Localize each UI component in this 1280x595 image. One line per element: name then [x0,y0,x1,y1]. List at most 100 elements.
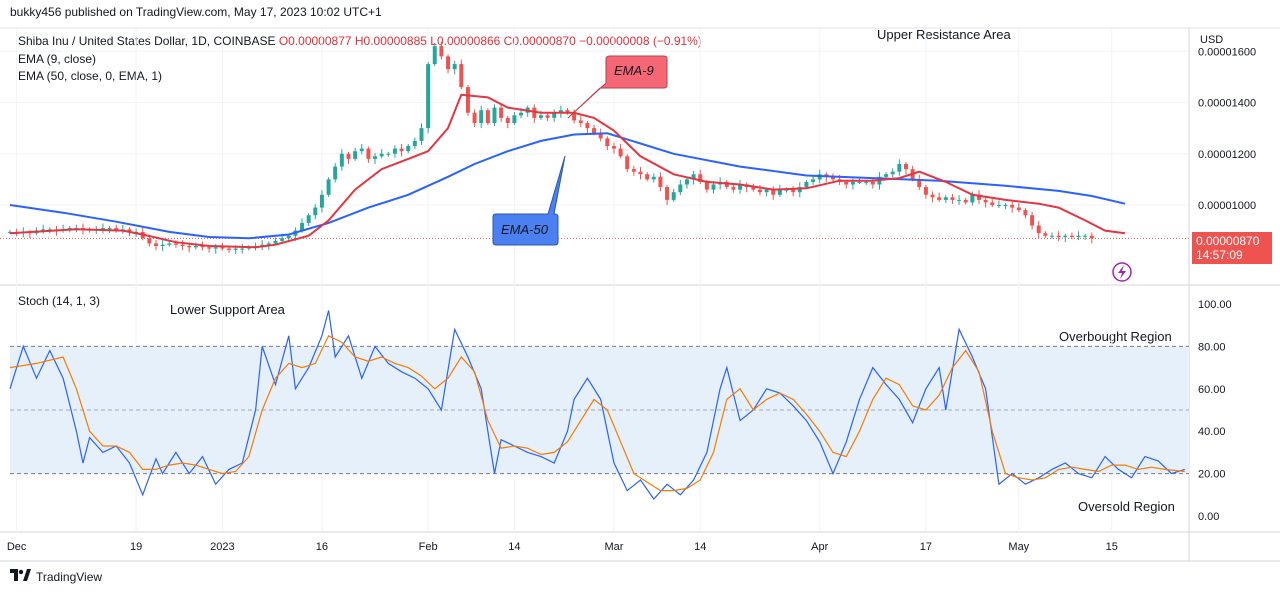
oversold-label: Oversold Region [1078,499,1175,514]
candle-body [260,244,265,246]
candle-body [392,148,397,154]
candle-body [784,189,789,191]
candle-body [379,153,384,157]
candle-body [193,246,198,248]
candle-body [850,181,855,185]
candle-body [519,112,524,116]
time-tick-label: 16 [316,541,328,553]
candle-body [698,174,703,182]
ema9-line [9,93,1126,249]
candle-body [598,133,603,139]
time-tick-label: Feb [419,541,438,553]
candle-body [1083,235,1088,237]
candle-body [459,64,464,88]
stoch-legend[interactable]: Stoch (14, 1, 3) [18,294,101,308]
candle-body [499,107,504,118]
candle-body [658,176,663,188]
stoch-tick-label: 80.00 [1198,341,1226,353]
tradingview-footer[interactable]: TradingView [10,569,102,584]
candle-body [943,197,948,200]
candle-body [512,115,517,123]
candle-body [220,247,225,249]
candle-body [366,148,371,159]
candle-body [180,244,185,246]
candle-body [107,228,112,230]
candle-body [505,117,510,123]
candle-body [41,229,46,231]
ema50-legend[interactable]: EMA (50, close, 0, EMA, 1) [18,69,163,83]
candle-body [326,179,331,195]
candle-body [306,215,311,223]
candle-body [585,123,590,129]
time-tick-label: 14 [694,541,706,553]
candle-body [884,174,889,177]
ema50-callout: EMA-50 [492,155,566,246]
candle-body [386,153,391,155]
candle-body [127,229,132,232]
candle-body [227,248,232,250]
candle-body [319,194,324,208]
candle-body [897,164,902,172]
candle-body [791,189,796,193]
time-tick-label: Apr [811,541,828,553]
ema9-legend[interactable]: EMA (9, close) [18,52,97,66]
symbol-name: Shiba Inu / United States Dollar, 1D, CO… [18,34,276,48]
candle-body [187,246,192,248]
candle-body [465,87,470,113]
candle-body [200,246,205,248]
candle-body [446,56,451,70]
candle-body [1056,235,1061,238]
candle-body [1069,235,1074,238]
candle-body [266,243,271,245]
candle-body [990,202,995,205]
time-tick-label: Mar [604,541,623,553]
stoch-tick-label: 0.00 [1198,511,1219,523]
price-tick-label: 0.00001400 [1198,98,1256,110]
symbol-legend: Shiba Inu / United States Dollar, 1D, CO… [18,34,702,48]
stoch-tick-label: 40.00 [1198,426,1226,438]
candle-body [864,181,869,183]
overbought-label: Overbought Region [1059,329,1172,344]
candle-body [963,199,968,203]
candle-body [399,148,404,152]
price-tick-label: 0.00001000 [1198,200,1256,212]
candle-body [844,181,849,185]
candle-body [651,176,656,180]
candle-body [1089,235,1094,239]
candle-body [154,243,159,246]
candle-body [857,181,862,183]
lightning-icon[interactable] [1112,262,1132,282]
candle-body [406,146,411,152]
candle-body [545,115,550,118]
stoch-tick-label: 20.00 [1198,469,1226,481]
candle-body [724,181,729,188]
candle-body [233,248,238,250]
candle-body [1063,235,1068,238]
candle-body [625,156,630,170]
candle-body [970,194,975,203]
candle-body [611,146,616,149]
upper-resistance-label: Upper Resistance Area [877,27,1011,42]
candle-body [704,181,709,190]
time-tick-label: 15 [1106,541,1118,553]
candle-body [286,235,291,239]
candle-body [273,240,278,244]
candle-body [1003,205,1008,206]
candle-body [240,248,245,250]
time-tick-label: 14 [508,541,520,553]
candle-body [280,238,285,241]
candle-body [890,171,895,175]
candle-body [173,243,178,245]
candle-body [638,171,643,175]
time-tick-label: May [1008,541,1029,553]
stoch-tick-label: 100.00 [1198,299,1232,311]
candle-body [631,169,636,172]
candle-body [1016,207,1021,211]
candle-body [426,64,431,129]
time-tick-label: 2023 [210,541,234,553]
candle-body [757,189,762,193]
candle-body [950,197,955,200]
candle-body [359,148,364,152]
candle-body [1030,215,1035,226]
